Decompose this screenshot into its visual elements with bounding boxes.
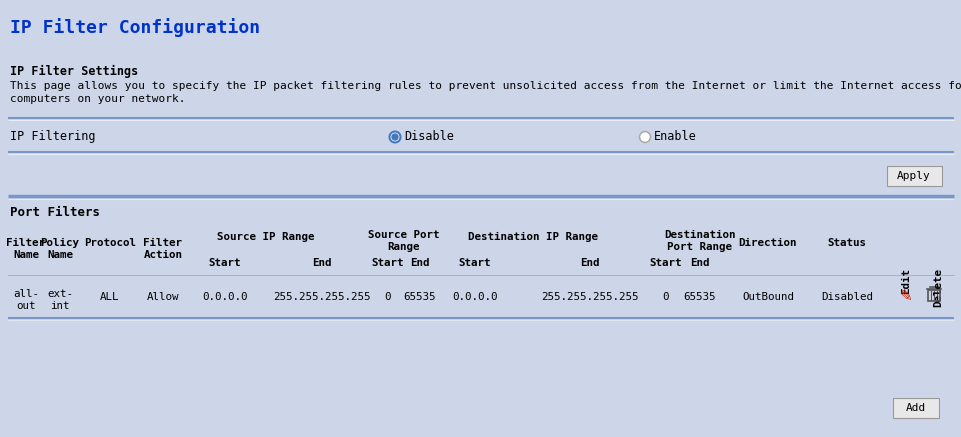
Text: 255.255.255.255: 255.255.255.255	[541, 292, 638, 302]
Text: Status: Status	[826, 238, 866, 248]
Text: Edit: Edit	[900, 268, 910, 294]
Text: int: int	[50, 301, 70, 311]
Text: 255.255.255.255: 255.255.255.255	[273, 292, 370, 302]
Text: Filter: Filter	[7, 238, 45, 248]
Text: Policy: Policy	[40, 238, 80, 248]
Text: all-: all-	[13, 289, 39, 299]
Text: Filter: Filter	[143, 238, 183, 248]
Text: 0: 0	[662, 292, 669, 302]
Circle shape	[639, 132, 650, 142]
Circle shape	[389, 132, 400, 142]
Text: 0: 0	[384, 292, 391, 302]
Text: Allow: Allow	[147, 292, 179, 302]
Text: Start: Start	[649, 258, 681, 268]
Text: Disable: Disable	[404, 130, 454, 143]
Text: Delete: Delete	[932, 268, 942, 307]
Text: out: out	[16, 301, 36, 311]
Text: IP Filter Settings: IP Filter Settings	[10, 65, 138, 78]
Text: 0.0.0.0: 0.0.0.0	[202, 292, 248, 302]
Circle shape	[391, 134, 398, 140]
Text: 0.0.0.0: 0.0.0.0	[452, 292, 497, 302]
Text: This page allows you to specify the IP packet filtering rules to prevent unsolic: This page allows you to specify the IP p…	[10, 81, 961, 91]
Text: Start: Start	[209, 258, 241, 268]
Text: Add: Add	[905, 403, 925, 413]
Text: ✎: ✎	[899, 289, 911, 305]
Text: Direction: Direction	[738, 238, 797, 248]
Text: OutBound: OutBound	[741, 292, 793, 302]
Text: Port Range: Port Range	[667, 242, 731, 252]
Text: Source IP Range: Source IP Range	[217, 232, 314, 242]
Text: Action: Action	[143, 250, 183, 260]
Text: IP Filtering: IP Filtering	[10, 130, 95, 143]
FancyBboxPatch shape	[892, 398, 938, 418]
Text: 65535: 65535	[404, 292, 435, 302]
Text: Apply: Apply	[897, 171, 930, 181]
Text: Destination: Destination	[663, 230, 735, 240]
FancyBboxPatch shape	[886, 166, 941, 186]
Text: End: End	[579, 258, 599, 268]
Text: Range: Range	[387, 242, 420, 252]
Text: Port Filters: Port Filters	[10, 206, 100, 219]
Text: Name: Name	[13, 250, 39, 260]
Text: ALL: ALL	[100, 292, 119, 302]
Text: 65535: 65535	[683, 292, 716, 302]
Text: Start: Start	[458, 258, 491, 268]
Text: Source Port: Source Port	[368, 230, 439, 240]
Text: Disabled: Disabled	[820, 292, 872, 302]
Text: End: End	[690, 258, 709, 268]
Text: ext-: ext-	[47, 289, 73, 299]
Text: IP Filter Configuration: IP Filter Configuration	[10, 18, 259, 37]
Text: Destination IP Range: Destination IP Range	[467, 232, 598, 242]
Text: Name: Name	[47, 250, 73, 260]
Text: Enable: Enable	[653, 130, 696, 143]
Text: Start: Start	[371, 258, 404, 268]
Text: Protocol: Protocol	[84, 238, 136, 248]
Text: End: End	[409, 258, 430, 268]
Text: End: End	[312, 258, 332, 268]
Text: computers on your network.: computers on your network.	[10, 94, 185, 104]
